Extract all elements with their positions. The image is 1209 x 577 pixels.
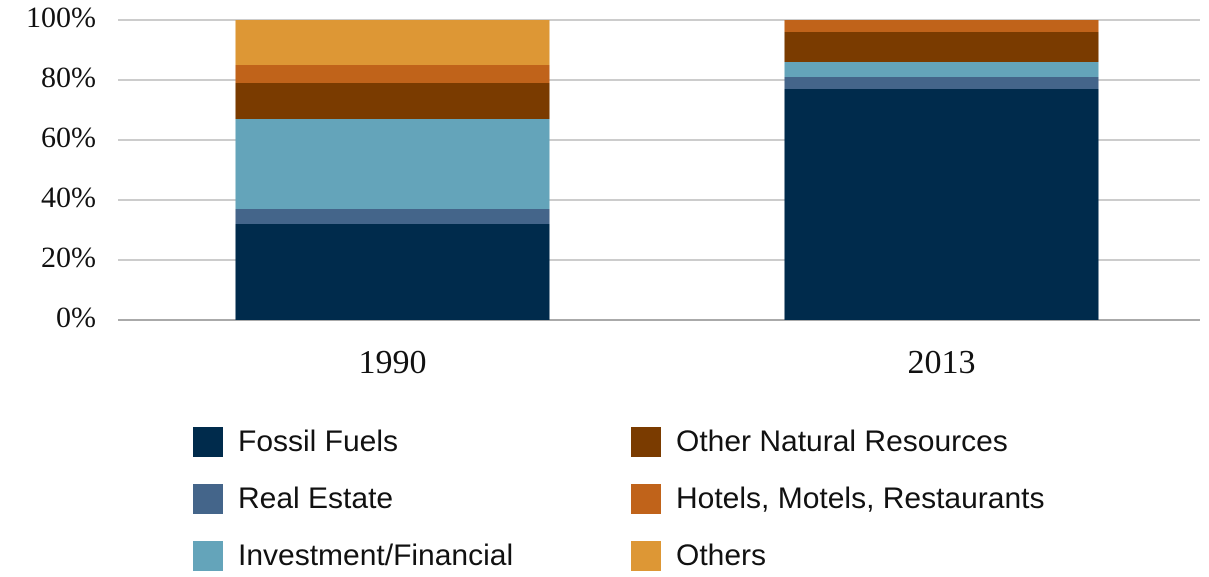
bar-segment xyxy=(235,224,550,320)
bar-segment xyxy=(235,209,550,224)
x-tick-label: 2013 xyxy=(908,344,976,381)
x-tick-label: 1990 xyxy=(359,344,427,381)
y-tick-label: 40% xyxy=(41,181,96,214)
legend-label: Investment/Financial xyxy=(238,539,513,572)
legend-label: Hotels, Motels, Restaurants xyxy=(676,482,1044,515)
bar-segment xyxy=(784,20,1099,32)
bar-segment xyxy=(784,62,1099,77)
y-tick-label: 0% xyxy=(56,301,96,334)
bar-segment xyxy=(235,20,550,65)
y-tick-label: 100% xyxy=(26,1,96,34)
y-tick-label: 20% xyxy=(41,241,96,274)
legend-label: Real Estate xyxy=(238,482,393,515)
legend-swatch xyxy=(631,427,661,457)
legend-swatch xyxy=(193,541,223,571)
legend-swatch xyxy=(631,484,661,514)
legend-label: Fossil Fuels xyxy=(238,425,398,458)
y-tick-label: 60% xyxy=(41,121,96,154)
bar-segment xyxy=(235,65,550,83)
legend-swatch xyxy=(631,541,661,571)
bar-segment xyxy=(784,77,1099,89)
legend-label: Other Natural Resources xyxy=(676,425,1008,458)
legend-swatch xyxy=(193,484,223,514)
y-tick-label: 80% xyxy=(41,61,96,94)
bar-segment xyxy=(235,83,550,119)
legend-swatch xyxy=(193,427,223,457)
legend-label: Others xyxy=(676,539,766,572)
bar-segment xyxy=(784,89,1099,320)
bar-segment xyxy=(235,119,550,209)
bar-segment xyxy=(784,32,1099,62)
